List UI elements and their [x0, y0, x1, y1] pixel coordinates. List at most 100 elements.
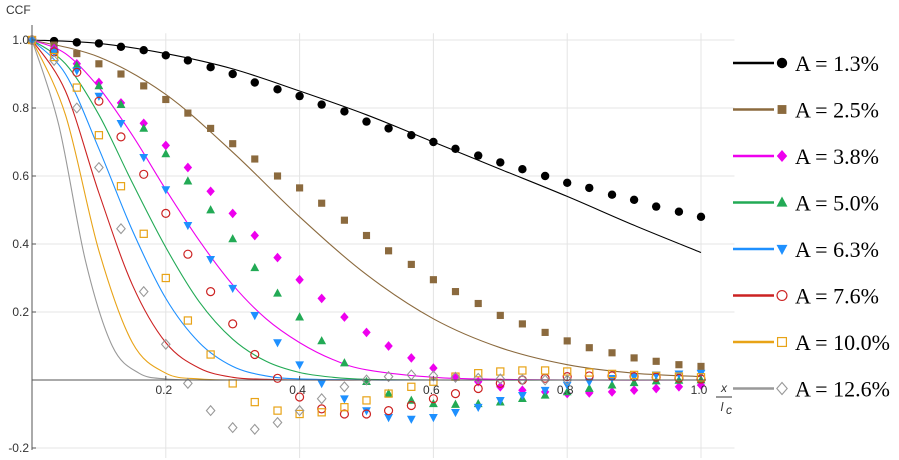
x-axis-title-numerator: x — [720, 381, 728, 395]
legend-item-0: A = 1.3% — [733, 51, 879, 76]
data-point-7-14 — [340, 382, 348, 392]
data-point-2-11 — [273, 253, 281, 263]
data-point-2-14 — [340, 312, 348, 322]
data-point-4-18 — [429, 414, 438, 422]
data-point-3-9 — [228, 234, 237, 242]
data-point-4-17 — [407, 416, 416, 424]
data-point-4-11 — [273, 339, 282, 347]
data-point-5-7 — [184, 250, 192, 258]
data-point-5-9 — [229, 320, 237, 328]
legend-marker-1 — [778, 105, 787, 114]
data-point-6-22 — [519, 367, 526, 374]
legend-item-7: A = 12.6% — [733, 377, 890, 402]
data-point-2-8 — [206, 186, 214, 196]
data-point-6-23 — [542, 367, 549, 374]
data-point-5-8 — [207, 288, 215, 296]
data-point-1-6 — [162, 96, 169, 103]
data-point-3-6 — [161, 149, 170, 157]
data-point-0-26 — [608, 191, 616, 199]
legend-label-7: A = 12.6% — [795, 377, 890, 402]
data-point-1-18 — [430, 276, 437, 283]
x-axis-title: x l c — [716, 381, 732, 417]
legend-marker-4 — [777, 245, 788, 255]
data-point-4-10 — [250, 312, 259, 320]
data-point-1-9 — [229, 140, 236, 147]
data-point-4-14 — [340, 395, 349, 403]
data-point-2-7 — [184, 163, 192, 173]
data-point-1-3 — [95, 60, 102, 67]
data-point-2-28 — [652, 384, 660, 394]
data-point-1-11 — [274, 172, 281, 179]
legend: A = 1.3%A = 2.5%A = 3.8%A = 5.0%A = 6.3%… — [733, 51, 890, 402]
data-point-3-5 — [139, 124, 148, 132]
data-point-0-21 — [496, 158, 504, 166]
data-point-6-10 — [251, 399, 258, 406]
grid-lines — [32, 33, 734, 458]
data-point-6-11 — [274, 407, 281, 414]
data-point-3-8 — [206, 205, 215, 213]
data-point-6-5 — [140, 230, 147, 237]
data-point-2-12 — [295, 275, 303, 285]
data-point-2-16 — [384, 341, 392, 351]
data-point-2-17 — [407, 353, 415, 363]
data-point-1-8 — [207, 125, 214, 132]
legend-marker-0 — [777, 58, 787, 68]
data-point-2-10 — [251, 231, 259, 241]
data-point-0-19 — [451, 145, 459, 153]
data-point-1-24 — [564, 337, 571, 344]
data-point-0-5 — [140, 46, 148, 54]
series-markers-6 — [28, 36, 704, 417]
series-line-1 — [32, 40, 701, 377]
data-point-0-17 — [407, 131, 415, 139]
series-line-0 — [32, 40, 701, 253]
data-point-4-20 — [474, 404, 483, 412]
series-markers-3 — [28, 35, 706, 408]
data-point-1-5 — [140, 82, 147, 89]
data-point-0-7 — [184, 56, 192, 64]
y-tick-label-2: 0.4 — [12, 237, 29, 251]
data-point-3-14 — [340, 358, 349, 366]
data-point-0-28 — [652, 202, 660, 210]
data-point-7-9 — [229, 423, 237, 433]
data-point-0-27 — [630, 196, 638, 204]
data-point-0-25 — [585, 184, 593, 192]
data-point-6-15 — [363, 397, 370, 404]
legend-item-3: A = 5.0% — [733, 191, 879, 216]
data-point-0-30 — [697, 213, 705, 221]
legend-item-6: A = 10.0% — [733, 330, 890, 355]
x-axis-title-denominator: l — [721, 400, 724, 414]
data-point-1-4 — [117, 70, 124, 77]
data-point-0-14 — [340, 107, 348, 115]
data-point-7-3 — [95, 163, 103, 173]
data-point-1-20 — [475, 300, 482, 307]
legend-item-1: A = 2.5% — [733, 98, 879, 123]
data-point-2-9 — [229, 209, 237, 219]
x-tick-label-4: 1.0 — [691, 383, 708, 397]
data-point-7-11 — [273, 418, 281, 428]
data-point-4-16 — [384, 414, 393, 422]
data-point-7-8 — [206, 406, 214, 416]
data-point-1-27 — [631, 354, 638, 361]
y-tick-label-0: -0.2 — [8, 441, 29, 455]
data-point-1-23 — [542, 329, 549, 336]
data-point-5-4 — [117, 133, 125, 141]
legend-item-2: A = 3.8% — [733, 144, 879, 169]
data-point-1-17 — [408, 261, 415, 268]
data-point-1-29 — [675, 361, 682, 368]
data-point-6-7 — [184, 317, 191, 324]
data-point-4-13 — [317, 380, 326, 388]
data-point-0-15 — [362, 117, 370, 125]
data-point-0-23 — [541, 172, 549, 180]
data-point-0-4 — [117, 43, 125, 51]
data-point-3-7 — [183, 176, 192, 184]
data-point-4-19 — [451, 409, 460, 417]
data-point-1-25 — [586, 344, 593, 351]
series-markers-5 — [28, 36, 705, 418]
data-point-1-30 — [697, 363, 704, 370]
data-point-0-20 — [474, 151, 482, 159]
data-point-4-12 — [295, 361, 304, 369]
data-point-1-19 — [452, 288, 459, 295]
legend-marker-2 — [777, 150, 787, 162]
data-point-6-4 — [117, 183, 124, 190]
legend-label-0: A = 1.3% — [795, 51, 879, 76]
